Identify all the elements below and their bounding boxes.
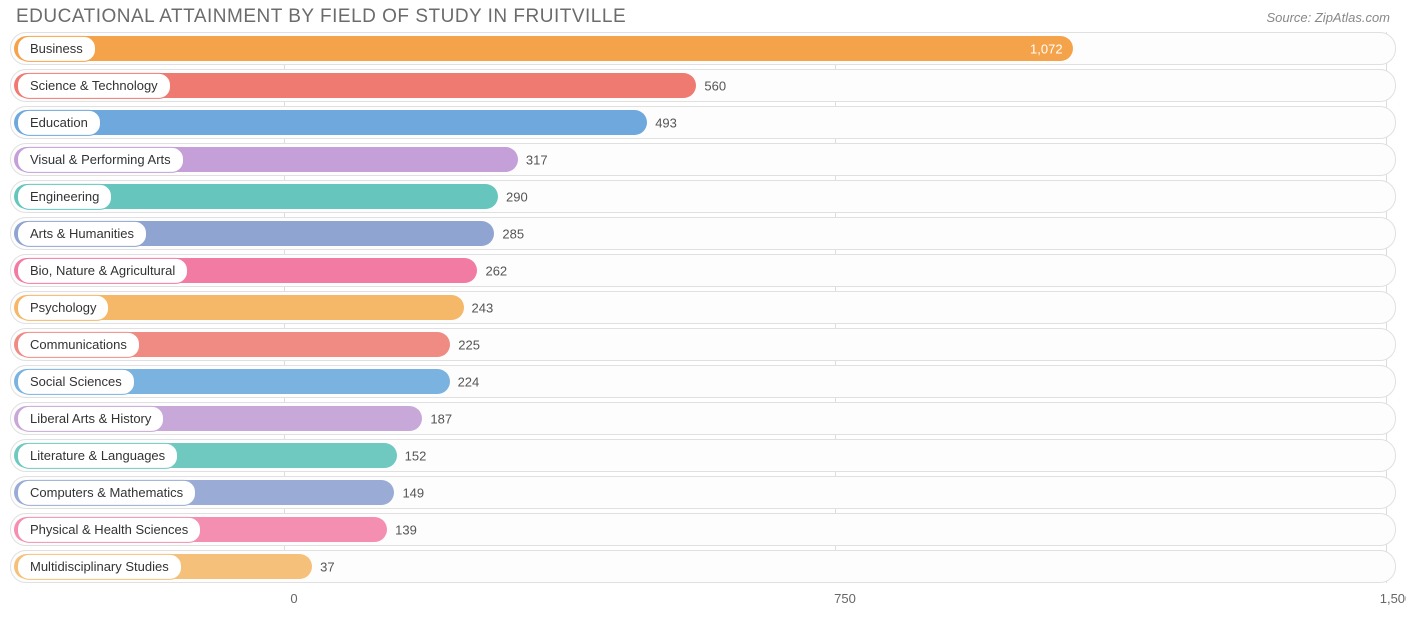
bar-row: Literature & Languages 152 xyxy=(10,439,1396,472)
bar-category-label: Liberal Arts & History xyxy=(17,405,164,431)
bar-value-label: 37 xyxy=(320,559,334,574)
bar-category-label: Literature & Languages xyxy=(17,442,178,468)
bar-row: Physical & Health Sciences 139 xyxy=(10,513,1396,546)
axis-tick-label: 750 xyxy=(834,591,856,606)
bar-category-label: Business xyxy=(17,35,96,61)
bar-row: Liberal Arts & History 187 xyxy=(10,402,1396,435)
bar-row: Social Sciences 224 xyxy=(10,365,1396,398)
bar-category-label: Visual & Performing Arts xyxy=(17,146,184,172)
bar-row: Arts & Humanities 285 xyxy=(10,217,1396,250)
bar-value-label: 560 xyxy=(704,78,726,93)
bar-row: Education 493 xyxy=(10,106,1396,139)
bar-category-label: Psychology xyxy=(17,294,109,320)
bar-category-label: Social Sciences xyxy=(17,368,135,394)
bar-row: Business 1,072 xyxy=(10,32,1396,65)
bar-fill: Computers & Mathematics149 xyxy=(14,480,394,505)
bar-category-label: Multidisciplinary Studies xyxy=(17,553,182,579)
bar-category-label: Engineering xyxy=(17,183,112,209)
bar-fill: Visual & Performing Arts317 xyxy=(14,147,518,172)
bar-fill: Communications225 xyxy=(14,332,450,357)
axis-tick-label: 1,500 xyxy=(1380,591,1406,606)
bar-value-label: 139 xyxy=(395,522,417,537)
bar-value-label: 225 xyxy=(458,337,480,352)
x-axis: 07501,500 xyxy=(10,587,1396,617)
chart-source: Source: ZipAtlas.com xyxy=(1266,10,1390,25)
bar-category-label: Physical & Health Sciences xyxy=(17,516,201,542)
chart-area: Business 1,072 Science & Technology 560 Educ… xyxy=(0,32,1406,617)
bar-row: Communications 225 xyxy=(10,328,1396,361)
bar-value-label: 149 xyxy=(402,485,424,500)
bar-category-label: Education xyxy=(17,109,101,135)
bar-row: Bio, Nature & Agricultural 262 xyxy=(10,254,1396,287)
bar-value-label: 1,072 xyxy=(1030,41,1063,56)
bar-fill: Physical & Health Sciences139 xyxy=(14,517,387,542)
bar-fill: Social Sciences224 xyxy=(14,369,450,394)
bar-row: Computers & Mathematics 149 xyxy=(10,476,1396,509)
bar-value-label: 317 xyxy=(526,152,548,167)
bar-fill: Bio, Nature & Agricultural262 xyxy=(14,258,477,283)
bar-value-label: 262 xyxy=(485,263,507,278)
bar-fill: Arts & Humanities285 xyxy=(14,221,494,246)
bar-fill: Science & Technology560 xyxy=(14,73,696,98)
bar-value-label: 224 xyxy=(458,374,480,389)
bar-fill: Business 1,072 xyxy=(14,36,1073,61)
bar-fill: Multidisciplinary Studies37 xyxy=(14,554,312,579)
bar-value-label: 290 xyxy=(506,189,528,204)
bar-value-label: 285 xyxy=(502,226,524,241)
bar-fill: Liberal Arts & History187 xyxy=(14,406,422,431)
chart-header: EDUCATIONAL ATTAINMENT BY FIELD OF STUDY… xyxy=(0,0,1406,32)
bar-row: Psychology 243 xyxy=(10,291,1396,324)
chart-title: EDUCATIONAL ATTAINMENT BY FIELD OF STUDY… xyxy=(16,6,626,28)
bar-row: Multidisciplinary Studies 37 xyxy=(10,550,1396,583)
bar-row: Engineering 290 xyxy=(10,180,1396,213)
bar-category-label: Science & Technology xyxy=(17,72,171,98)
bar-category-label: Bio, Nature & Agricultural xyxy=(17,257,188,283)
bar-value-label: 493 xyxy=(655,115,677,130)
bar-category-label: Arts & Humanities xyxy=(17,220,147,246)
bar-fill: Literature & Languages152 xyxy=(14,443,397,468)
bar-row: Visual & Performing Arts 317 xyxy=(10,143,1396,176)
axis-tick-label: 0 xyxy=(290,591,297,606)
bar-fill: Psychology243 xyxy=(14,295,464,320)
bar-category-label: Computers & Mathematics xyxy=(17,479,196,505)
bar-value-label: 243 xyxy=(472,300,494,315)
bar-category-label: Communications xyxy=(17,331,140,357)
bar-fill: Education493 xyxy=(14,110,647,135)
bar-value-label: 187 xyxy=(430,411,452,426)
bar-row: Science & Technology 560 xyxy=(10,69,1396,102)
bar-fill: Engineering290 xyxy=(14,184,498,209)
bar-value-label: 152 xyxy=(405,448,427,463)
